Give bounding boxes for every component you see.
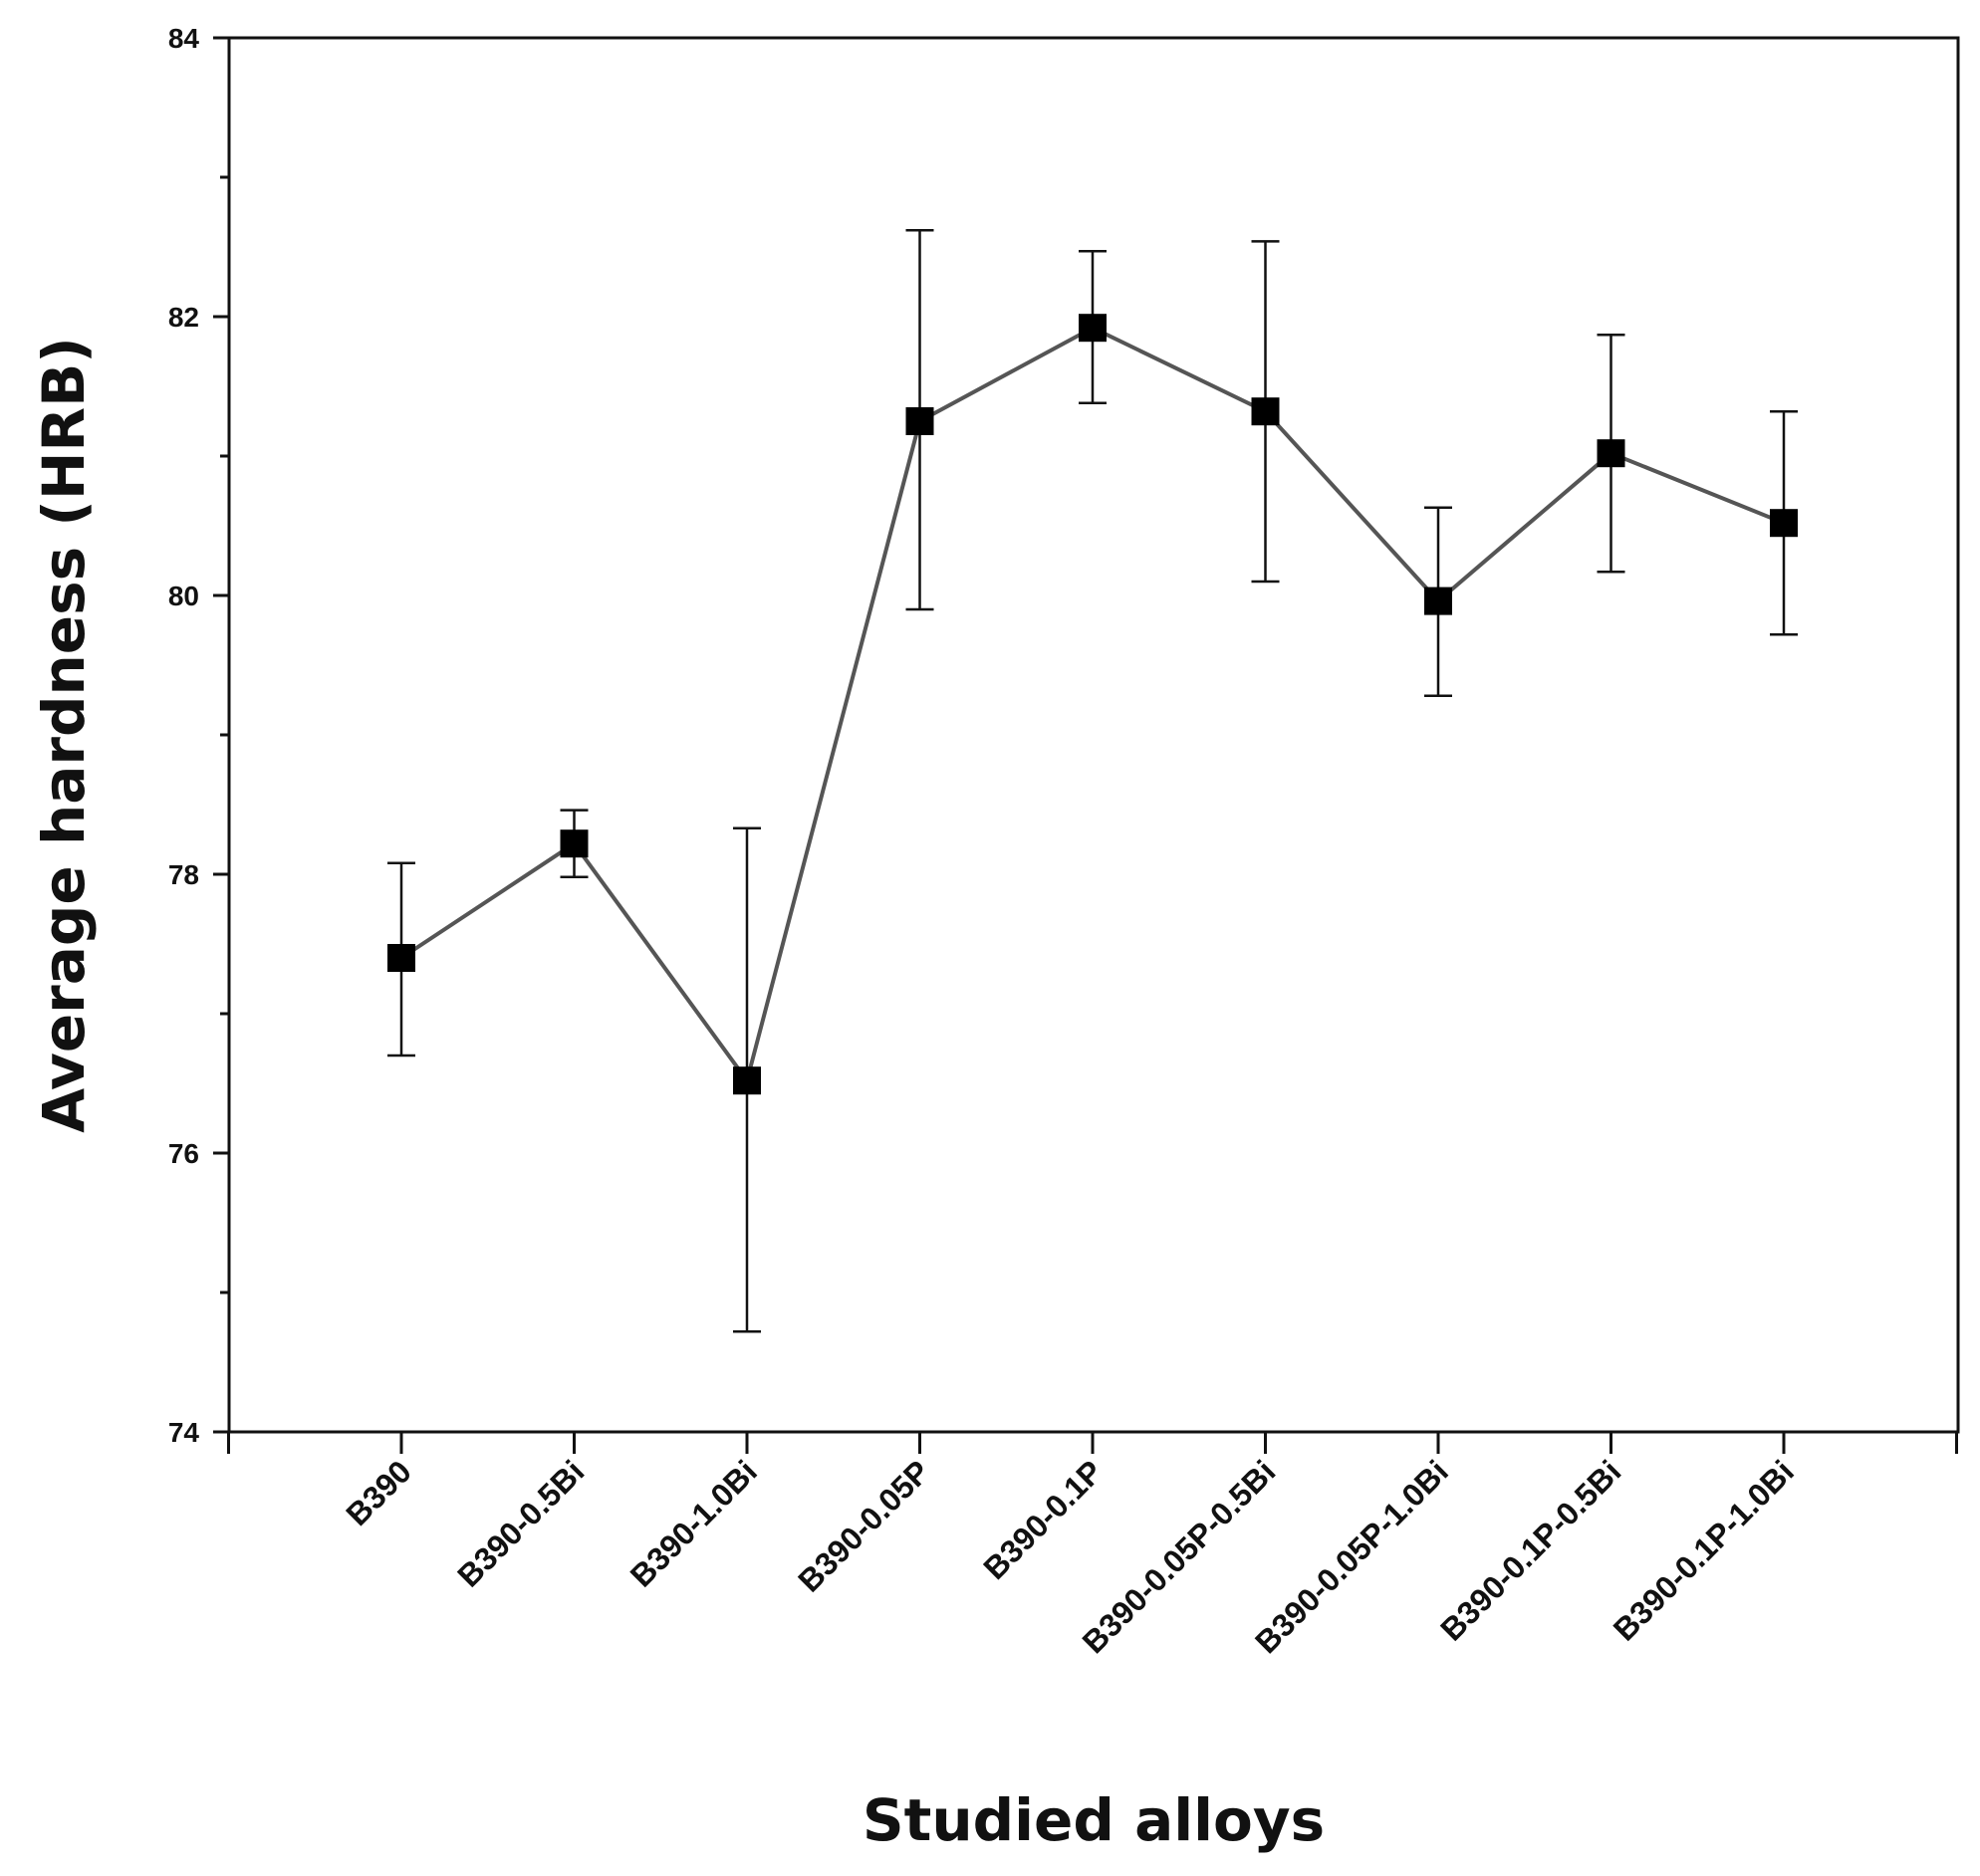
data-point	[387, 944, 415, 972]
y-tick-label: 82	[168, 302, 199, 333]
x-tick-label: B390-0.1P	[976, 1453, 1110, 1586]
y-tick-label: 78	[168, 859, 199, 890]
data-point	[1597, 439, 1625, 468]
plot-frame	[227, 36, 1960, 1434]
y-tick-label: 74	[168, 1417, 200, 1448]
data-point	[1770, 509, 1798, 538]
data-point	[1251, 397, 1280, 426]
x-tick-label: B390-0.05P-0.5Bi	[1076, 1453, 1283, 1660]
x-tick-label: B390-0.05P-1.0Bi	[1248, 1453, 1455, 1660]
x-tick-label: B390-0.5Bi	[450, 1453, 591, 1593]
data-point	[733, 1066, 761, 1095]
data-point	[1079, 314, 1107, 343]
data-point	[1424, 586, 1452, 615]
series-layer	[387, 228, 1798, 1333]
y-axis: 74 76 78 80 82 84	[168, 23, 229, 1448]
data-point	[905, 407, 934, 435]
x-tick-label: B390	[339, 1453, 418, 1532]
y-axis-title: Average hardness (HRB)	[30, 337, 98, 1133]
x-tick-label: B390-0.1P-1.0Bi	[1607, 1453, 1801, 1647]
x-axis-title: Studied alloys	[863, 1786, 1325, 1854]
y-tick-label: 84	[168, 23, 200, 54]
y-tick-label: 80	[168, 581, 199, 611]
series-line	[399, 326, 1785, 1083]
x-tick-label: B390-0.05P	[791, 1453, 936, 1598]
data-point	[560, 829, 589, 858]
y-tick-label: 76	[168, 1138, 199, 1169]
x-tick-label: B390-0.1P-0.5Bi	[1433, 1453, 1627, 1647]
x-tick-label: B390-1.0Bi	[623, 1453, 764, 1593]
x-axis: B390 B390-0.5Bi B390-1.0Bi B390-0.05P B390-0…	[227, 1432, 1958, 1660]
